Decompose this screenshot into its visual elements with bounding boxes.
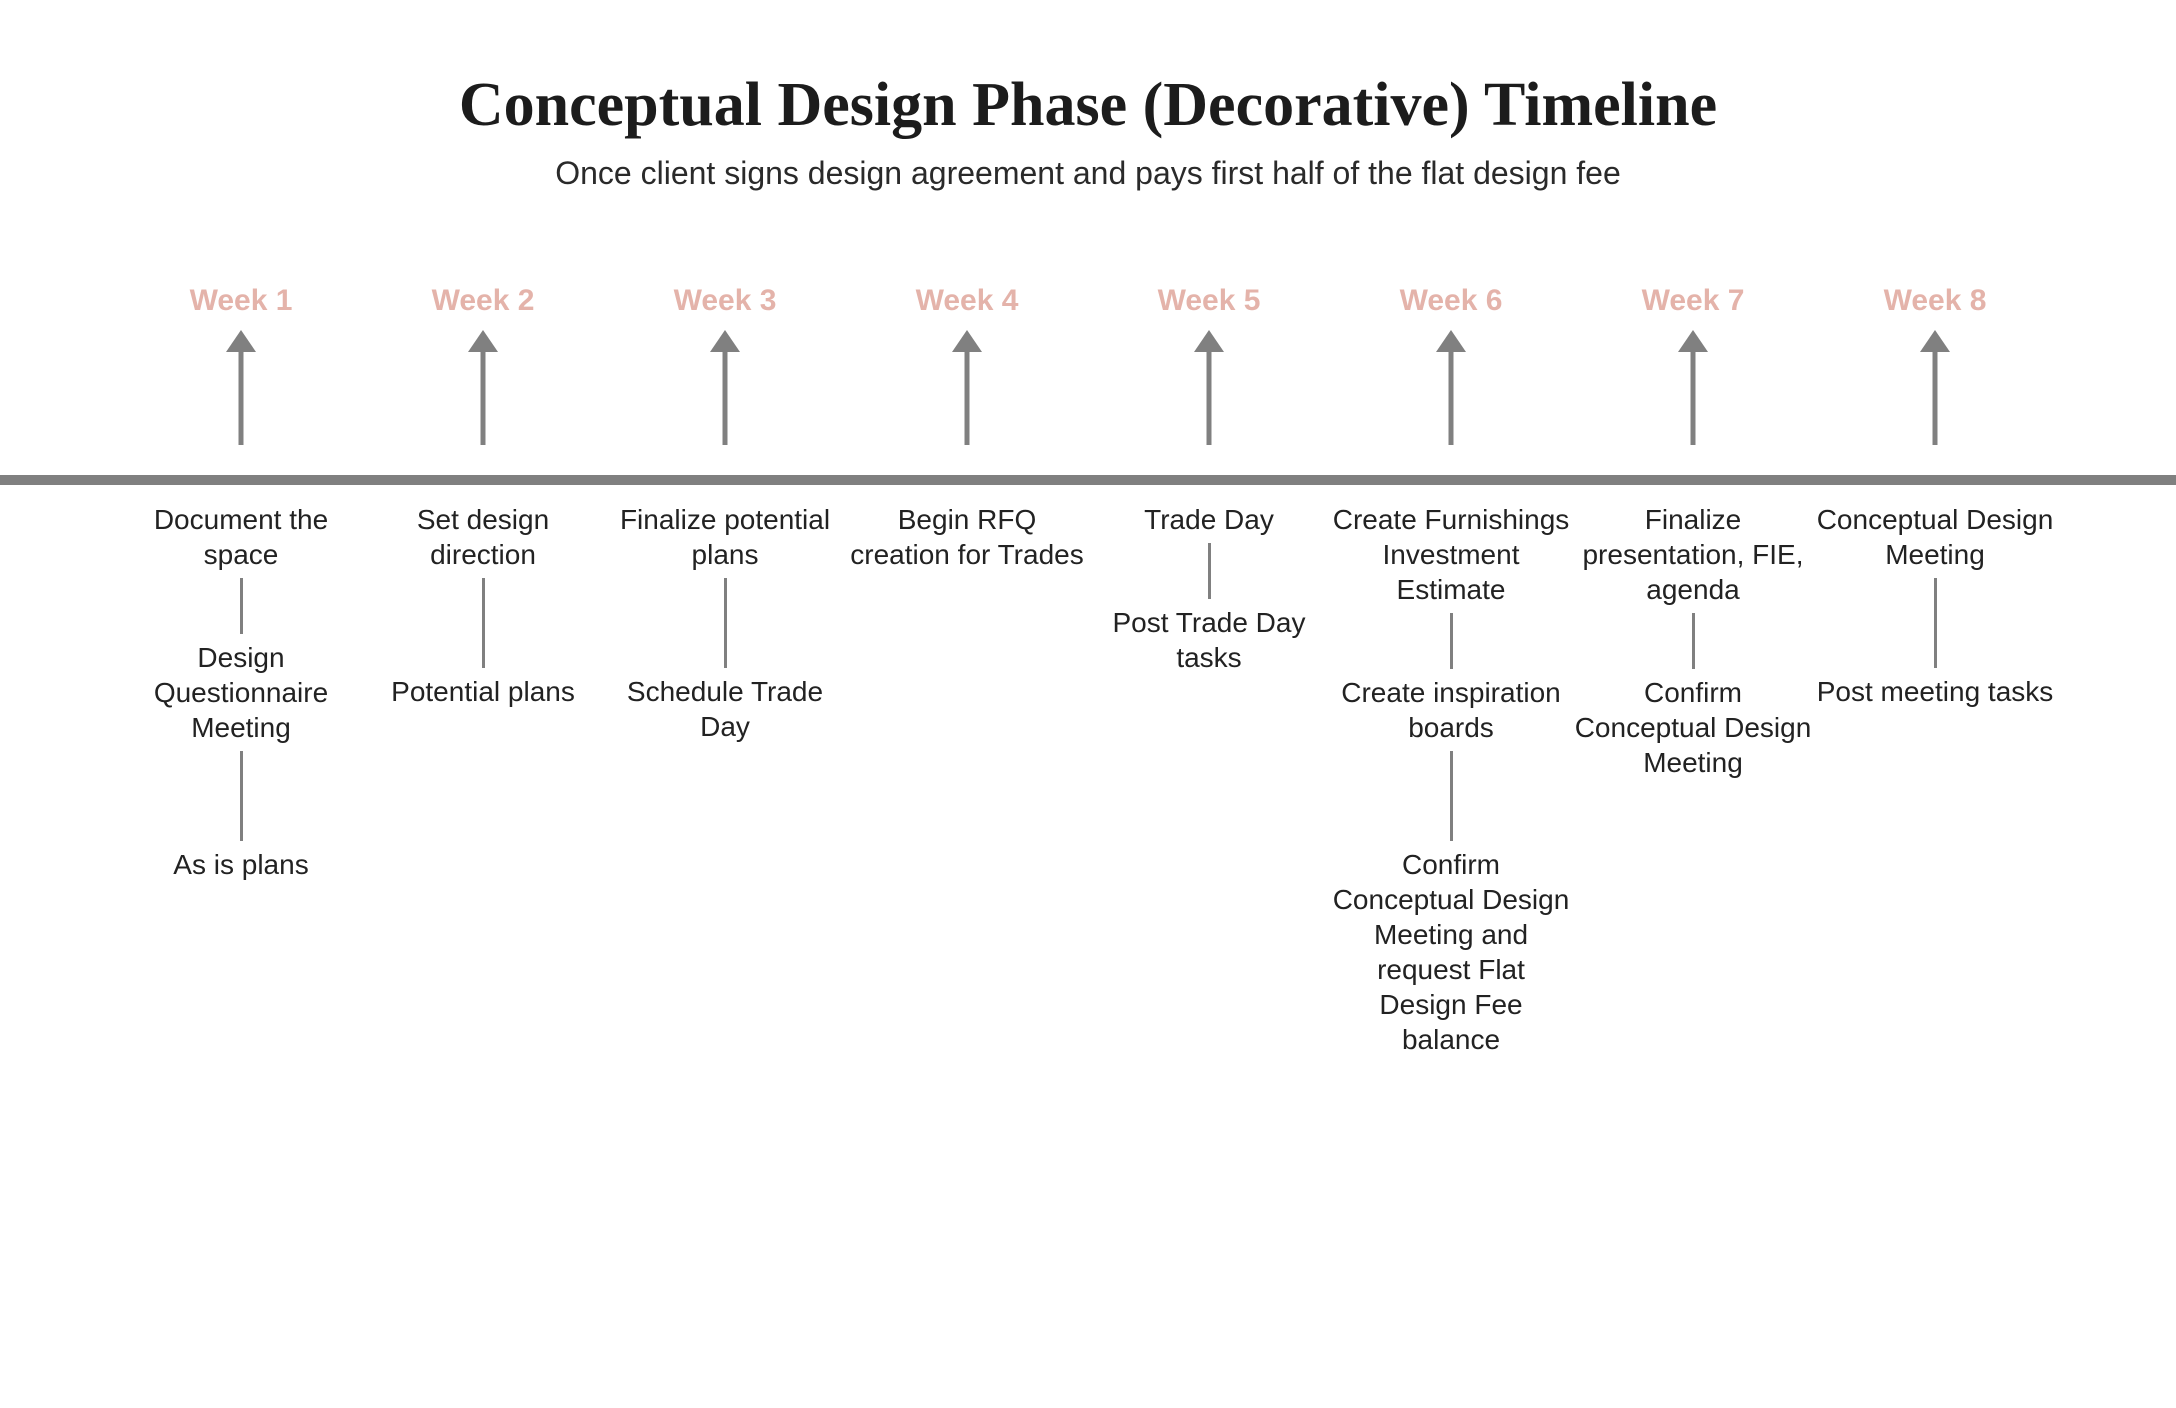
task-item: Confirm Conceptual Design Meeting xyxy=(1572,675,1814,780)
weeks-row: Week 1 Week 2 Week 3 Week 4 Week 5 Week 6 Week… xyxy=(120,284,2056,445)
week-label: Week 6 xyxy=(1400,284,1503,318)
task-col: Create Furnishings Investment Estimate Cr… xyxy=(1330,502,1572,1057)
page-title: Conceptual Design Phase (Decorative) Tim… xyxy=(0,70,2176,141)
task-item: Post Trade Day tasks xyxy=(1088,605,1330,675)
task-item: Conceptual Design Meeting xyxy=(1814,502,2056,572)
task-connector xyxy=(1208,543,1211,599)
week-col: Week 8 xyxy=(1814,284,2056,445)
task-connector xyxy=(1450,751,1453,841)
up-arrow-icon xyxy=(468,330,498,445)
week-label: Week 4 xyxy=(916,284,1019,318)
week-label: Week 5 xyxy=(1158,284,1261,318)
task-item: As is plans xyxy=(173,847,308,882)
task-col: Finalize potential plans Schedule Trade D… xyxy=(604,502,846,1057)
task-item: Create inspiration boards xyxy=(1330,675,1572,745)
task-col: Begin RFQ creation for Trades xyxy=(846,502,1088,1057)
week-label: Week 3 xyxy=(674,284,777,318)
up-arrow-icon xyxy=(952,330,982,445)
week-label: Week 7 xyxy=(1642,284,1745,318)
week-col: Week 3 xyxy=(604,284,846,445)
week-col: Week 2 xyxy=(362,284,604,445)
task-item: Design Questionnaire Meeting xyxy=(120,640,362,745)
task-col: Finalize presentation, FIE, agenda Confir… xyxy=(1572,502,1814,1057)
task-item: Set design direction xyxy=(362,502,604,572)
task-col: Document the space Design Questionnaire M… xyxy=(120,502,362,1057)
task-item: Confirm Conceptual Design Meeting and re… xyxy=(1330,847,1572,1057)
task-connector xyxy=(240,578,243,634)
task-item: Finalize potential plans xyxy=(604,502,846,572)
task-connector xyxy=(1450,613,1453,669)
up-arrow-icon xyxy=(1920,330,1950,445)
week-label: Week 1 xyxy=(190,284,293,318)
week-col: Week 4 xyxy=(846,284,1088,445)
task-item: Document the space xyxy=(120,502,362,572)
task-col: Set design direction Potential plans xyxy=(362,502,604,1057)
task-item: Schedule Trade Day xyxy=(604,674,846,744)
task-item: Potential plans xyxy=(391,674,575,709)
task-connector xyxy=(1934,578,1937,668)
task-col: Conceptual Design Meeting Post meeting ta… xyxy=(1814,502,2056,1057)
week-label: Week 2 xyxy=(432,284,535,318)
task-connector xyxy=(482,578,485,668)
task-connector xyxy=(724,578,727,668)
up-arrow-icon xyxy=(1678,330,1708,445)
task-item: Finalize presentation, FIE, agenda xyxy=(1572,502,1814,607)
task-connector xyxy=(1692,613,1695,669)
task-item: Begin RFQ creation for Trades xyxy=(846,502,1088,572)
up-arrow-icon xyxy=(1194,330,1224,445)
task-col: Trade Day Post Trade Day tasks xyxy=(1088,502,1330,1057)
week-col: Week 7 xyxy=(1572,284,1814,445)
task-connector xyxy=(240,751,243,841)
task-item: Create Furnishings Investment Estimate xyxy=(1330,502,1572,607)
page-subtitle: Once client signs design agreement and p… xyxy=(0,155,2176,192)
week-col: Week 1 xyxy=(120,284,362,445)
up-arrow-icon xyxy=(710,330,740,445)
timeline-axis xyxy=(0,475,2176,485)
up-arrow-icon xyxy=(226,330,256,445)
week-label: Week 8 xyxy=(1884,284,1987,318)
week-col: Week 5 xyxy=(1088,284,1330,445)
tasks-row: Document the space Design Questionnaire M… xyxy=(120,502,2056,1057)
task-item: Trade Day xyxy=(1144,502,1274,537)
timeline-page: Conceptual Design Phase (Decorative) Tim… xyxy=(0,0,2176,1408)
up-arrow-icon xyxy=(1436,330,1466,445)
week-col: Week 6 xyxy=(1330,284,1572,445)
task-item: Post meeting tasks xyxy=(1817,674,2054,709)
